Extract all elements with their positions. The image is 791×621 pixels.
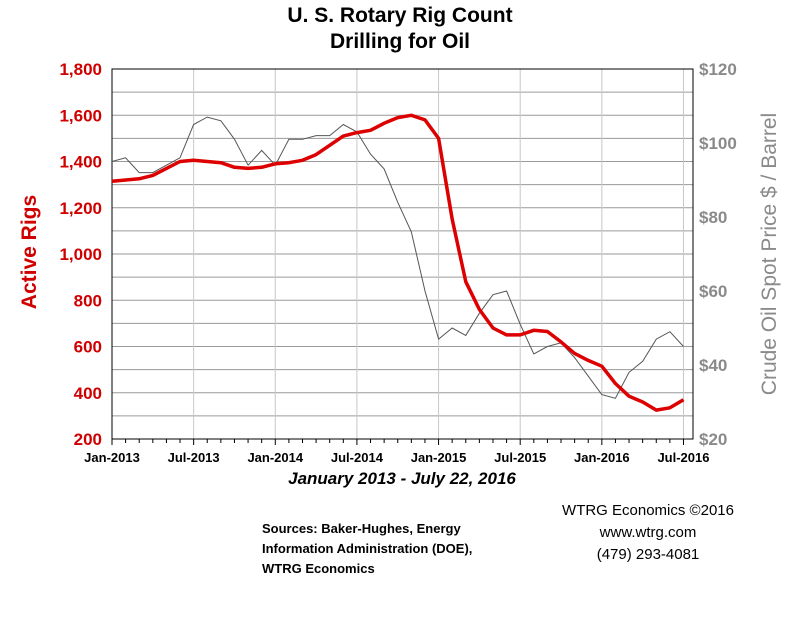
left-axis-ticks: 1,800 1,600 1,400 1,200 1,000 800 600 400 200	[59, 60, 102, 449]
x-tick-marks	[111, 439, 684, 445]
y-tick-label-left: 1,800	[59, 60, 102, 79]
chart-subtitle-date-range: January 2013 - July 22, 2016	[288, 469, 516, 488]
y-tick-label-right: $40	[699, 356, 727, 375]
x-tick-label: Jul-2014	[331, 450, 384, 465]
series-line-active-rigs	[111, 113, 685, 412]
sources-line-3: WTRG Economics	[262, 561, 375, 576]
series-line-oil-price	[111, 116, 684, 399]
y-tick-label-right: $80	[699, 208, 727, 227]
credit-website: www.wtrg.com	[599, 524, 697, 541]
x-tick-label: Jan-2014	[247, 450, 303, 465]
x-tick-label: Jan-2013	[84, 450, 140, 465]
y-tick-label-right: $120	[699, 60, 737, 79]
y-axis-label-right: Crude Oil Spot Price $ / Barrel	[758, 113, 781, 395]
credit-company: WTRG Economics ©2016	[562, 502, 734, 519]
plot-area-frame	[111, 68, 694, 440]
credit-phone: (479) 293-4081	[597, 546, 700, 563]
y-tick-label-left: 800	[74, 291, 102, 310]
y-tick-label-left: 1,400	[59, 153, 102, 172]
y-tick-label-left: 600	[74, 338, 102, 357]
grid-lines	[112, 69, 693, 439]
y-tick-label-right: $20	[699, 430, 727, 449]
x-tick-label: Jan-2015	[411, 450, 467, 465]
chart-title-line2: Drilling for Oil	[330, 30, 470, 53]
sources-line-1: Sources: Baker-Hughes, Energy	[262, 521, 461, 536]
chart-title: U. S. Rotary Rig Count	[287, 4, 512, 27]
sources-line-2: Information Administration (DOE),	[262, 541, 472, 556]
y-tick-label-right: $100	[699, 134, 737, 153]
y-tick-label-left: 200	[74, 430, 102, 449]
x-tick-label: Jan-2016	[574, 450, 630, 465]
y-tick-label-right: $60	[699, 282, 727, 301]
x-axis-tick-labels: Jan-2013 Jul-2013 Jan-2014 Jul-2014 Jan-2015…	[84, 450, 709, 465]
y-tick-label-left: 400	[74, 384, 102, 403]
x-tick-label: Jul-2016	[657, 450, 709, 465]
y-axis-label-left: Active Rigs	[18, 195, 41, 309]
right-axis-ticks: $120 $100 $80 $60 $40 $20	[699, 60, 737, 449]
x-tick-label: Jul-2013	[168, 450, 220, 465]
y-tick-label-left: 1,000	[59, 245, 102, 264]
x-tick-label: Jul-2015	[494, 450, 546, 465]
y-tick-label-left: 1,200	[59, 199, 102, 218]
y-tick-label-left: 1,600	[59, 106, 102, 125]
